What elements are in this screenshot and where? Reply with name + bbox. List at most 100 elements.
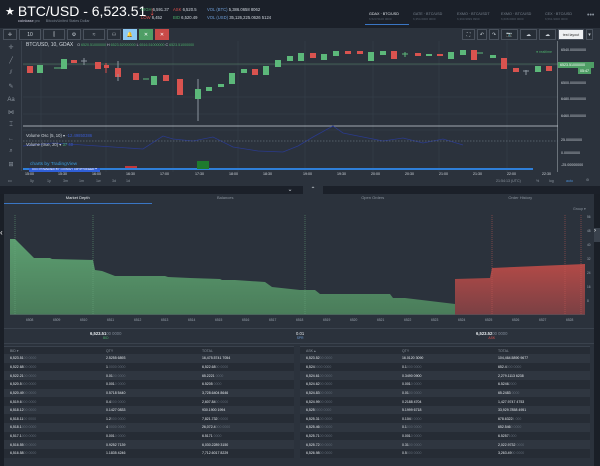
collapse-down-icon[interactable]: ⌄ — [287, 187, 293, 193]
time-label: 18:30 — [263, 172, 272, 176]
ask-row[interactable]: 6,524.8300 0000 0.0100 0000 65.2483 0000 — [300, 388, 590, 398]
interval-select[interactable]: 10 — [19, 29, 41, 40]
exchange-tab-gate[interactable]: GATE · BTC/USD 6,354.6000 0000 — [409, 12, 453, 25]
undo-icon[interactable]: ↶ — [477, 29, 487, 40]
bid-row[interactable]: 6,518.1200 0000 0.1427 0833 930.1900 1994 — [4, 405, 294, 415]
favorite-star-icon[interactable]: ★ — [5, 5, 15, 18]
range-1w[interactable]: 1w — [96, 179, 101, 183]
tab-market-depth[interactable]: Market Depth — [4, 194, 152, 204]
cloud-save-icon[interactable]: ☁ — [520, 29, 537, 40]
bid-row[interactable]: 6,522.2100 0000 0.0100 0000 65.2221 0000 — [4, 371, 294, 380]
price: 6,516.55 — [10, 442, 24, 447]
crosshair-icon[interactable]: ✛ — [3, 29, 17, 40]
volume-osc-label[interactable]: Volume Osc (5, 10) — [26, 133, 62, 138]
tradingview-logo[interactable]: charts by TradingView — [30, 162, 78, 167]
ask-row[interactable]: 6,525.4600 0000 0.1000 0000 652.5460 0000 — [300, 423, 590, 432]
bid-row[interactable]: 6,518.1000 0000 4 0000 0000 26,072.4000 00… — [4, 423, 294, 432]
depth-x-label: 6514 — [188, 318, 196, 322]
bid-row[interactable]: 6,520.4900 0000 0.5718 5440 3,728.6404 864… — [4, 388, 294, 398]
bid-row[interactable]: 6,516.5800 0000 1.1835 4246 7,712.6017 822… — [4, 449, 294, 458]
qty: 0.9252 7139 — [105, 442, 126, 447]
market-depth-chart[interactable] — [10, 215, 585, 315]
layout-dropdown-icon[interactable]: ▾ — [586, 29, 593, 40]
sell-button[interactable]: ✕ — [155, 29, 169, 40]
auto-toggle[interactable]: auto — [566, 179, 573, 183]
exchange-tab-exmo-usd[interactable]: EXMO · BTC/USD 6,608.0000 0000 — [497, 12, 541, 25]
volume-label[interactable]: Volume (true, 20) — [26, 142, 59, 147]
exchange-tab-gdax[interactable]: GDAX · BTC/USD 6,523.5100 0000 — [365, 12, 409, 25]
back-arrow-icon[interactable]: ← — [8, 135, 14, 142]
bid-row[interactable]: 6,517.1000 0000 0.0010 0000 6.5171 0000 — [4, 431, 294, 441]
compare-icon[interactable]: ≈ — [83, 29, 105, 40]
tab-order-history[interactable]: Order History — [508, 195, 533, 200]
crosshair-tool-icon[interactable]: ✛ — [8, 45, 14, 51]
ask-row[interactable]: 6,5240000 0000 0.1000 0000 652.4000 0000 — [300, 362, 590, 372]
group-dropdown[interactable]: Group ▾ — [573, 207, 586, 211]
ask-row[interactable]: 6,525.7200 0000 0.3100 0000 2,022.9732 000… — [300, 440, 590, 450]
ask-row[interactable]: 6,524.6100 0000 0.3490 0900 2,279.1113 623… — [300, 371, 590, 380]
indicators-icon[interactable]: ⚙ — [67, 29, 81, 40]
bid-row[interactable]: 6,520.5000 0000 0.0010 0000 6.5205 0000 — [4, 379, 294, 389]
bid-row[interactable]: 6,519.6000 0000 0.4000 0000 2,607.8400 000… — [4, 397, 294, 406]
left-arrow-icon[interactable]: ‹ — [0, 228, 3, 237]
ask-row[interactable]: 6,524.6200 0000 0.0010 0000 6.52462000 — [300, 379, 590, 389]
more-exchanges-icon[interactable]: ••• — [587, 12, 595, 19]
brush-tool-icon[interactable]: ✎ — [8, 84, 14, 90]
ask-row[interactable]: 6,526.9800 0000 0.5000 0000 3,263.4900 000… — [300, 449, 590, 458]
stats-high-low: HIGH 6,591.37 LOW 6,452 — [141, 6, 169, 22]
lock-tool-icon[interactable]: ⊞ — [8, 162, 14, 168]
ask-row[interactable]: 6,524.9900 0000 0.2188 4704 1,427.9747 475… — [300, 397, 590, 406]
ask-row[interactable]: 6,525.3100 0000 0.1040 0000 678.63224 000 — [300, 414, 590, 424]
percent-toggle[interactable]: % — [536, 179, 540, 183]
ask-price-header[interactable]: ASK ▴ — [306, 348, 316, 353]
time-label: 16:30 — [126, 172, 135, 176]
tab-open-orders[interactable]: Open Orders — [361, 195, 385, 200]
snapshot-camera-icon[interactable]: 📷 — [501, 29, 518, 40]
price-dim: 00 0000 — [23, 356, 37, 361]
bar-style-icon[interactable]: ⫿ — [43, 29, 65, 40]
tab-balances[interactable]: Balances — [217, 195, 234, 200]
ask-row[interactable]: 6,525.7100 0000 0.0010 0000 6.52571000 — [300, 431, 590, 441]
qty-dim: 0 0000 — [114, 434, 126, 439]
measure-tool-icon[interactable]: ⌶ — [9, 122, 13, 128]
buy-button[interactable]: ✕ — [139, 29, 153, 40]
total: 7,821.732 — [201, 416, 218, 421]
templates-icon[interactable]: ⚇ — [107, 29, 121, 40]
alert-bell-icon[interactable]: 🔔 — [123, 29, 137, 40]
more-ranges-icon[interactable]: ••• — [8, 179, 12, 183]
symbol-label[interactable]: BTC/USD, 10, GDAX — [26, 42, 74, 48]
pattern-tool-icon[interactable]: ⋈ — [8, 110, 14, 116]
exchange-tab-cex[interactable]: CEX · BTC/USD 6,561.9000 0000 — [541, 12, 585, 25]
fullscreen-icon[interactable]: ⛶ — [462, 29, 475, 40]
range-1y[interactable]: 1y — [47, 179, 51, 183]
bid-row[interactable]: 6,516.5500 0000 0.9252 7139 6,030.2289 315… — [4, 440, 294, 450]
fib-tool-icon[interactable]: ⫽ — [9, 70, 13, 76]
redo-icon[interactable]: ↷ — [489, 29, 499, 40]
tab-price: 6,390.9999 9999 — [457, 17, 480, 21]
text-tool-icon[interactable]: Aa — [7, 96, 15, 103]
layout-select[interactable]: test layout — [558, 29, 584, 40]
right-arrow-icon[interactable]: › — [594, 228, 600, 242]
ask-row[interactable]: 6,523.5200 0000 16.0120 3090 104,464.5890 … — [300, 354, 590, 363]
total: 6.5171 — [201, 434, 213, 439]
tab-price: 6,354.6000 0000 — [413, 17, 436, 21]
bid-row[interactable]: 6,523.5100 0000 2.5255 6893 16,475.5741 70… — [4, 354, 294, 363]
range-3d[interactable]: 3d — [112, 179, 116, 183]
chart-settings-icon[interactable]: ⚙ — [586, 178, 590, 182]
expand-up-icon[interactable]: ⌃ — [303, 186, 323, 194]
exchange-tab-exmo-usdt[interactable]: EXMO · BTC/USDT 6,390.9999 9999 — [453, 12, 497, 25]
bid-row[interactable]: 6,518.1100 0000 1.2000 0000 7,821.7320 000… — [4, 414, 294, 424]
trendline-tool-icon[interactable]: ╱ — [9, 58, 13, 64]
price: 6,520.5 — [10, 382, 22, 387]
range-5y[interactable]: 5y — [30, 179, 34, 183]
cloud-load-icon[interactable]: ☁ — [539, 29, 556, 40]
range-1d[interactable]: 1d — [126, 179, 130, 183]
range-1m[interactable]: 1m — [79, 179, 84, 183]
log-toggle[interactable]: log — [549, 179, 554, 183]
zoom-tool-icon[interactable]: ⌕ — [9, 148, 13, 154]
candlestick-chart[interactable] — [23, 41, 558, 172]
bid-row[interactable]: 6,522.6800 0000 1.0000 0000 6,522.6800 000… — [4, 362, 294, 372]
bid-price-header[interactable]: BID ▾ — [10, 348, 19, 353]
ask-row[interactable]: 6,5250000 0000 5.1999 6718 33,929.7858 495… — [300, 405, 590, 415]
range-3m[interactable]: 3m — [63, 179, 68, 183]
